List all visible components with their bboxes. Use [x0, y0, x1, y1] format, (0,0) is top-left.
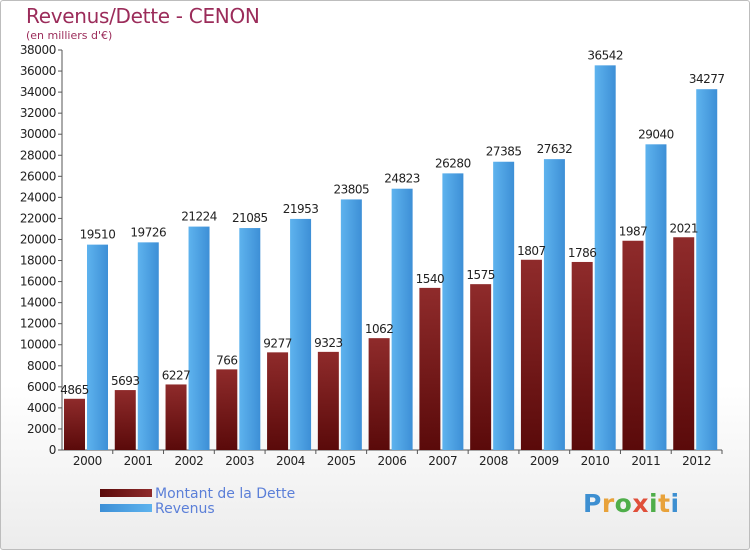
- debt-bar: [317, 351, 339, 450]
- debt-value-label: 1807: [517, 244, 546, 258]
- revenue-bar: [645, 144, 667, 450]
- y-tick-label: 30000: [20, 127, 56, 141]
- x-tick-label: 2007: [428, 454, 457, 468]
- y-tick-label: 2000: [27, 422, 56, 436]
- revenue-bar: [137, 242, 159, 450]
- debt-bar: [368, 338, 390, 450]
- x-tick-label: 2005: [327, 454, 356, 468]
- revenue-bar: [442, 173, 464, 451]
- debt-value-label: 5693: [111, 374, 140, 388]
- revenue-bar: [493, 161, 515, 450]
- x-tick-label: 2010: [581, 454, 610, 468]
- debt-bar: [419, 287, 441, 450]
- y-tick-label: 36000: [20, 64, 56, 78]
- debt-bar: [520, 259, 542, 450]
- x-tick-label: 2004: [276, 454, 305, 468]
- revenue-value-label: 19726: [130, 225, 166, 239]
- y-tick-label: 32000: [20, 106, 56, 120]
- x-tick-label: 2008: [479, 454, 508, 468]
- revenue-value-label: 29040: [638, 127, 674, 141]
- revenue-value-label: 27632: [537, 142, 573, 156]
- y-tick-label: 16000: [20, 275, 56, 289]
- y-tick-label: 22000: [20, 211, 56, 225]
- legend-swatch-revenue: [100, 504, 152, 512]
- x-tick-label: 2012: [682, 454, 711, 468]
- debt-value-label: 2021: [669, 221, 698, 235]
- legend-label-debt: Montant de la Dette: [155, 486, 296, 502]
- debt-value-label: 9277: [263, 336, 292, 350]
- debt-bar: [165, 384, 187, 450]
- y-tick-label: 24000: [20, 190, 56, 204]
- revenue-value-label: 34277: [689, 72, 725, 86]
- y-tick-label: 8000: [27, 359, 56, 373]
- revenue-bar: [696, 89, 718, 450]
- revenue-value-label: 21953: [283, 202, 319, 216]
- revenue-value-label: 36542: [587, 48, 623, 62]
- debt-value-label: 6227: [162, 368, 191, 382]
- y-tick-label: 12000: [20, 317, 56, 331]
- revenue-bar: [290, 218, 312, 450]
- debt-value-label: 1987: [619, 225, 648, 239]
- x-tick-label: 2002: [174, 454, 203, 468]
- x-tick-label: 2009: [530, 454, 559, 468]
- x-tick-label: 2006: [378, 454, 407, 468]
- debt-bar: [64, 398, 85, 450]
- y-tick-label: 34000: [20, 85, 56, 99]
- chart-labels: 19510 4865 19726 5693 21224 6227 21085 766 21953…: [60, 48, 725, 397]
- revenue-bar: [239, 228, 261, 450]
- y-tick-label: 20000: [20, 232, 56, 246]
- debt-value-label: 766: [216, 353, 237, 367]
- debt-bar: [470, 284, 492, 450]
- debt-bar: [673, 237, 695, 450]
- debt-value-label: 1786: [568, 246, 597, 260]
- revenue-value-label: 27385: [486, 145, 522, 159]
- x-tick-label: 2001: [124, 454, 153, 468]
- legend-swatch-debt: [100, 489, 152, 497]
- debt-value-label: 4865: [60, 383, 89, 397]
- y-tick-label: 10000: [20, 338, 56, 352]
- revenue-value-label: 23805: [334, 182, 370, 196]
- revenue-bar: [340, 199, 362, 450]
- revenue-bar: [87, 244, 108, 450]
- debt-bar: [571, 261, 593, 450]
- debt-bar: [622, 240, 644, 450]
- revenue-value-label: 21224: [181, 210, 217, 224]
- revenue-bar: [391, 188, 413, 450]
- y-tick-label: 18000: [20, 254, 56, 268]
- proxiti-logo: Proxiti: [583, 489, 680, 518]
- debt-value-label: 9323: [314, 336, 343, 350]
- debt-bar: [267, 352, 289, 450]
- revenue-value-label: 26280: [435, 156, 471, 170]
- revenue-value-label: 19510: [80, 228, 116, 242]
- chart-bars: [64, 65, 718, 451]
- y-tick-label: 28000: [20, 148, 56, 162]
- chart-subtitle: (en milliers d'€): [26, 29, 113, 42]
- debt-bar: [216, 369, 238, 450]
- legend-label-revenue: Revenus: [155, 501, 215, 517]
- y-tick-label: 38000: [20, 43, 56, 57]
- debt-bar: [114, 390, 136, 450]
- revenue-value-label: 21085: [232, 211, 268, 225]
- debt-value-label: 1062: [365, 322, 394, 336]
- y-tick-label: 26000: [20, 169, 56, 183]
- x-tick-label: 2011: [631, 454, 660, 468]
- revenue-bar: [543, 159, 565, 450]
- x-tick-label: 2000: [73, 454, 102, 468]
- revenue-value-label: 24823: [384, 172, 420, 186]
- x-tick-label: 2003: [225, 454, 254, 468]
- y-tick-label: 14000: [20, 296, 56, 310]
- revenue-bar: [188, 226, 210, 450]
- debt-value-label: 1540: [416, 272, 445, 286]
- revenue-bar: [594, 65, 616, 451]
- debt-value-label: 1575: [466, 268, 495, 282]
- y-tick-label: 6000: [27, 380, 56, 394]
- y-tick-label: 4000: [27, 401, 56, 415]
- chart-title: Revenus/Dette - CENON: [26, 4, 260, 28]
- y-tick-label: 0: [49, 443, 56, 457]
